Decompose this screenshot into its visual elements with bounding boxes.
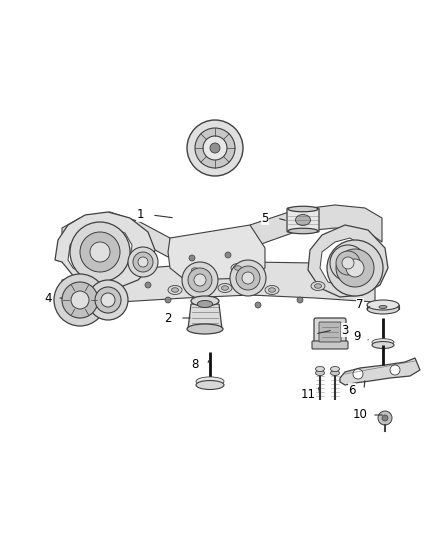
Circle shape bbox=[187, 120, 243, 176]
FancyBboxPatch shape bbox=[314, 318, 346, 346]
Text: 8: 8 bbox=[191, 359, 199, 372]
Ellipse shape bbox=[367, 300, 399, 310]
Circle shape bbox=[203, 136, 227, 160]
Circle shape bbox=[336, 249, 374, 287]
Circle shape bbox=[80, 232, 120, 272]
Ellipse shape bbox=[188, 265, 202, 274]
Circle shape bbox=[62, 282, 98, 318]
Text: 7: 7 bbox=[356, 298, 364, 311]
Polygon shape bbox=[62, 212, 170, 258]
Circle shape bbox=[165, 297, 171, 303]
Circle shape bbox=[182, 262, 218, 298]
Circle shape bbox=[188, 268, 212, 292]
Ellipse shape bbox=[197, 301, 213, 308]
Polygon shape bbox=[168, 225, 265, 280]
Circle shape bbox=[390, 365, 400, 375]
FancyBboxPatch shape bbox=[287, 208, 319, 232]
Ellipse shape bbox=[372, 342, 394, 349]
Circle shape bbox=[145, 282, 151, 288]
Circle shape bbox=[71, 291, 89, 309]
Ellipse shape bbox=[191, 268, 198, 272]
Polygon shape bbox=[250, 205, 382, 248]
Circle shape bbox=[236, 266, 260, 290]
Circle shape bbox=[346, 259, 364, 277]
Ellipse shape bbox=[191, 296, 219, 306]
Text: 6: 6 bbox=[348, 384, 356, 397]
Ellipse shape bbox=[379, 305, 387, 309]
Circle shape bbox=[209, 305, 215, 311]
Text: 9: 9 bbox=[353, 330, 361, 343]
Polygon shape bbox=[68, 227, 132, 277]
Circle shape bbox=[327, 240, 383, 296]
Ellipse shape bbox=[315, 367, 325, 372]
Polygon shape bbox=[62, 262, 375, 310]
Ellipse shape bbox=[172, 288, 179, 292]
Ellipse shape bbox=[331, 367, 339, 372]
Ellipse shape bbox=[234, 266, 241, 270]
Text: 4: 4 bbox=[44, 292, 52, 304]
Polygon shape bbox=[320, 238, 370, 287]
Circle shape bbox=[297, 297, 303, 303]
Ellipse shape bbox=[196, 381, 224, 390]
FancyBboxPatch shape bbox=[319, 322, 341, 342]
Circle shape bbox=[342, 257, 354, 269]
Polygon shape bbox=[340, 358, 420, 385]
Polygon shape bbox=[188, 304, 222, 329]
Circle shape bbox=[242, 272, 254, 284]
Ellipse shape bbox=[222, 286, 229, 290]
Ellipse shape bbox=[315, 370, 325, 376]
Circle shape bbox=[194, 274, 206, 286]
Text: 3: 3 bbox=[341, 324, 349, 336]
Text: 11: 11 bbox=[300, 389, 315, 401]
Ellipse shape bbox=[268, 288, 276, 292]
Text: 10: 10 bbox=[353, 408, 367, 422]
Ellipse shape bbox=[311, 281, 325, 290]
Text: 5: 5 bbox=[261, 212, 268, 224]
Polygon shape bbox=[55, 212, 155, 288]
Circle shape bbox=[95, 287, 121, 313]
Circle shape bbox=[336, 251, 360, 275]
Ellipse shape bbox=[231, 263, 245, 272]
Ellipse shape bbox=[187, 324, 223, 334]
Polygon shape bbox=[308, 225, 388, 297]
Ellipse shape bbox=[288, 228, 318, 234]
Circle shape bbox=[128, 247, 158, 277]
Circle shape bbox=[54, 274, 106, 326]
Circle shape bbox=[353, 369, 363, 379]
Text: 1: 1 bbox=[136, 208, 144, 222]
Ellipse shape bbox=[288, 206, 318, 212]
Circle shape bbox=[195, 128, 235, 168]
Ellipse shape bbox=[372, 338, 394, 346]
Ellipse shape bbox=[196, 377, 224, 386]
Ellipse shape bbox=[265, 286, 279, 295]
Circle shape bbox=[88, 280, 128, 320]
Text: 2: 2 bbox=[164, 311, 172, 325]
Circle shape bbox=[189, 255, 195, 261]
Circle shape bbox=[255, 302, 261, 308]
Circle shape bbox=[210, 143, 220, 153]
Circle shape bbox=[90, 242, 110, 262]
Circle shape bbox=[225, 252, 231, 258]
Circle shape bbox=[330, 245, 366, 281]
Circle shape bbox=[378, 411, 392, 425]
Ellipse shape bbox=[218, 284, 232, 293]
Circle shape bbox=[138, 257, 148, 267]
Circle shape bbox=[70, 222, 130, 282]
Circle shape bbox=[101, 293, 115, 307]
Ellipse shape bbox=[331, 370, 339, 376]
Ellipse shape bbox=[168, 286, 182, 295]
Ellipse shape bbox=[314, 284, 321, 288]
Circle shape bbox=[133, 252, 153, 272]
Ellipse shape bbox=[367, 304, 399, 314]
Circle shape bbox=[382, 415, 388, 421]
Circle shape bbox=[230, 260, 266, 296]
Ellipse shape bbox=[296, 214, 311, 225]
FancyBboxPatch shape bbox=[312, 341, 348, 349]
